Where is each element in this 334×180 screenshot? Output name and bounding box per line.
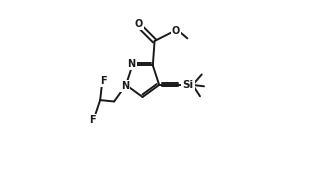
- Text: N: N: [127, 59, 136, 69]
- Text: Si: Si: [182, 80, 193, 90]
- Text: N: N: [121, 81, 129, 91]
- Text: F: F: [100, 76, 107, 86]
- Text: F: F: [89, 115, 96, 125]
- Text: O: O: [134, 19, 143, 29]
- Text: O: O: [172, 26, 180, 35]
